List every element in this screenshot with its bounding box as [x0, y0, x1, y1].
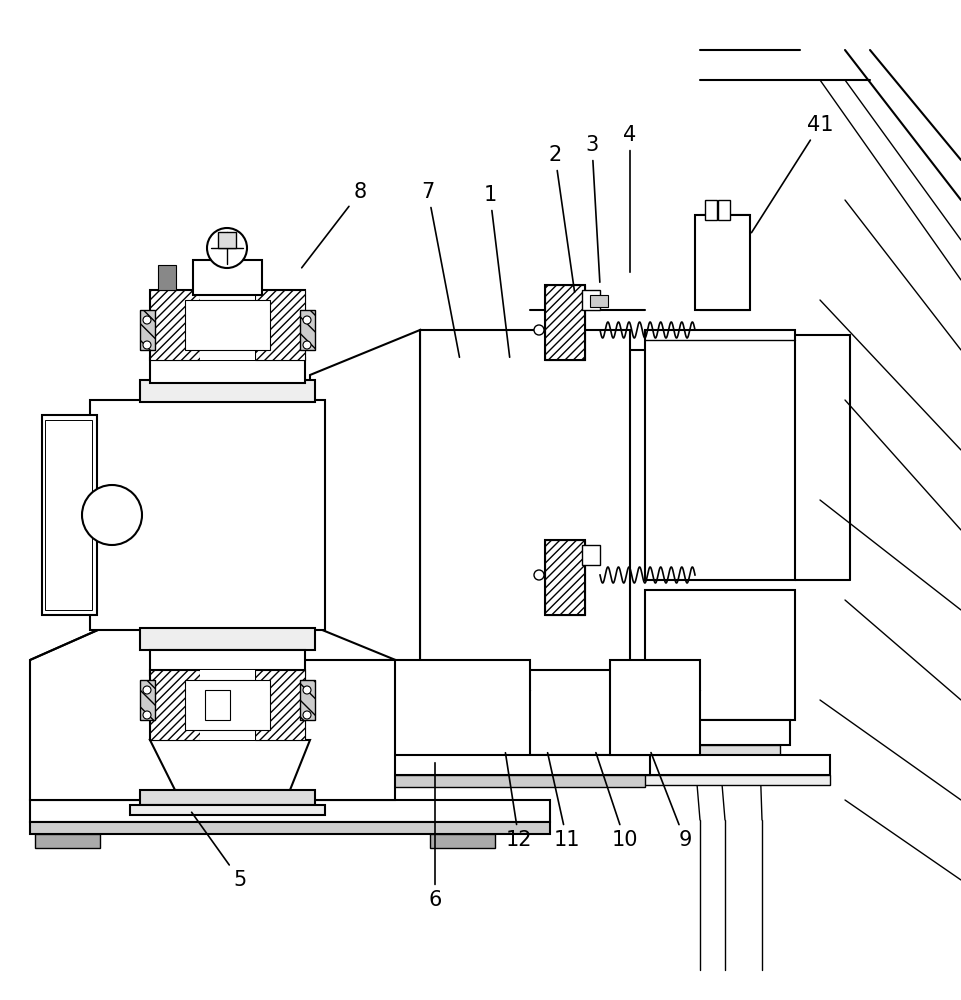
Bar	[545, 285, 585, 360]
Bar	[255, 290, 305, 360]
Circle shape	[143, 341, 151, 349]
Bar	[200, 290, 255, 360]
Bar	[610, 660, 700, 755]
Bar	[420, 330, 630, 670]
Bar	[290, 660, 395, 800]
Circle shape	[207, 228, 247, 268]
Bar	[300, 310, 315, 350]
Bar	[375, 775, 645, 787]
Bar	[670, 745, 780, 760]
Bar	[140, 680, 155, 720]
Text: 2: 2	[549, 145, 575, 292]
Polygon shape	[310, 330, 420, 670]
Circle shape	[143, 686, 151, 694]
Bar	[300, 310, 315, 350]
Polygon shape	[150, 740, 310, 790]
Bar	[205, 690, 230, 720]
Bar	[140, 790, 315, 805]
Polygon shape	[30, 545, 290, 800]
Circle shape	[303, 316, 311, 324]
Bar	[705, 200, 717, 220]
Bar	[380, 660, 530, 770]
Text: 6: 6	[429, 763, 442, 910]
Bar	[582, 545, 600, 565]
Text: 41: 41	[752, 115, 833, 233]
Bar	[545, 285, 585, 360]
Bar	[695, 215, 750, 310]
Bar	[218, 232, 236, 248]
Bar	[185, 300, 270, 350]
Bar	[130, 805, 325, 815]
Bar	[35, 834, 100, 848]
Bar	[150, 670, 305, 740]
Bar	[150, 290, 305, 360]
Bar	[140, 310, 155, 350]
Bar	[45, 420, 92, 610]
Bar	[660, 720, 790, 745]
Bar	[30, 822, 550, 834]
Text: 8: 8	[302, 182, 366, 268]
Bar	[590, 295, 608, 307]
Bar	[370, 755, 650, 775]
Bar	[90, 400, 325, 630]
Bar	[545, 540, 585, 615]
Circle shape	[143, 316, 151, 324]
Text: 11: 11	[548, 753, 580, 850]
Text: 10: 10	[596, 753, 638, 850]
Circle shape	[534, 570, 544, 580]
Bar	[30, 800, 550, 822]
Bar	[582, 290, 600, 310]
Bar	[380, 775, 830, 785]
Bar	[140, 310, 155, 350]
Text: 7: 7	[421, 182, 459, 357]
Bar	[185, 680, 270, 730]
Bar	[645, 590, 795, 720]
Bar	[140, 680, 155, 720]
Bar	[140, 380, 315, 402]
Circle shape	[303, 686, 311, 694]
Bar	[300, 680, 315, 720]
Bar	[255, 670, 305, 740]
Bar	[200, 670, 255, 740]
Bar	[545, 540, 585, 615]
Circle shape	[82, 485, 142, 545]
Bar	[42, 415, 97, 615]
Circle shape	[143, 711, 151, 719]
Circle shape	[303, 341, 311, 349]
Bar	[158, 265, 176, 290]
Text: 12: 12	[505, 753, 532, 850]
Text: 4: 4	[624, 125, 636, 272]
Text: 1: 1	[483, 185, 509, 357]
Circle shape	[534, 325, 544, 335]
Text: 9: 9	[651, 753, 692, 850]
Bar	[430, 834, 495, 848]
Bar	[380, 755, 830, 775]
Bar	[150, 358, 305, 383]
Bar	[150, 670, 200, 740]
Circle shape	[303, 711, 311, 719]
Text: 5: 5	[191, 812, 247, 890]
Bar	[300, 680, 315, 720]
Bar	[645, 330, 795, 580]
Text: 3: 3	[585, 135, 600, 282]
Bar	[150, 650, 305, 675]
Bar	[193, 260, 262, 295]
Bar	[718, 200, 730, 220]
Bar	[140, 628, 315, 650]
Bar	[150, 290, 200, 360]
